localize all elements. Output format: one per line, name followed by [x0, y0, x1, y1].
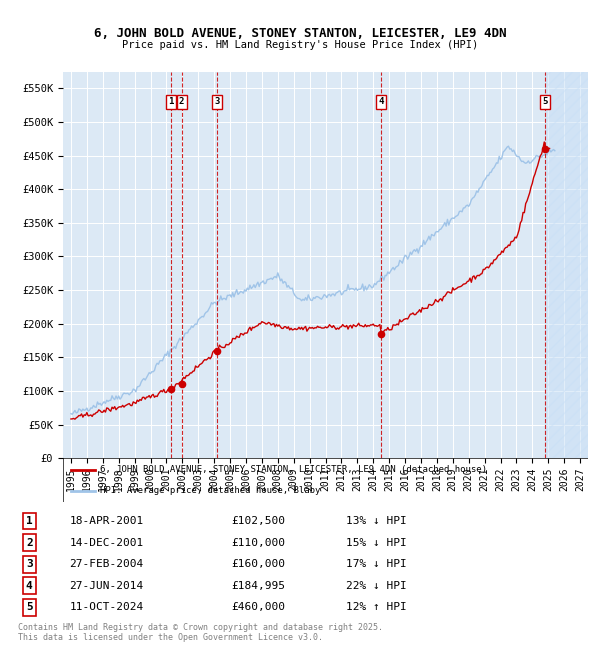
Text: 1: 1 — [26, 516, 32, 526]
Text: £184,995: £184,995 — [231, 581, 285, 591]
Text: 2: 2 — [179, 98, 184, 106]
Text: 5: 5 — [542, 98, 548, 106]
Text: 17% ↓ HPI: 17% ↓ HPI — [346, 559, 407, 569]
Text: HPI: Average price, detached house, Blaby: HPI: Average price, detached house, Blab… — [100, 486, 320, 495]
Text: 11-OCT-2024: 11-OCT-2024 — [70, 603, 144, 612]
Text: £102,500: £102,500 — [231, 516, 285, 526]
Text: 6, JOHN BOLD AVENUE, STONEY STANTON, LEICESTER, LE9 4DN (detached house): 6, JOHN BOLD AVENUE, STONEY STANTON, LEI… — [100, 465, 487, 474]
Text: 15% ↓ HPI: 15% ↓ HPI — [346, 538, 407, 547]
Text: £110,000: £110,000 — [231, 538, 285, 547]
Text: 1: 1 — [169, 98, 174, 106]
Text: Contains HM Land Registry data © Crown copyright and database right 2025.
This d: Contains HM Land Registry data © Crown c… — [18, 623, 383, 642]
Text: 3: 3 — [214, 98, 220, 106]
Bar — [545, 72, 588, 458]
Text: 4: 4 — [379, 98, 384, 106]
Text: 12% ↑ HPI: 12% ↑ HPI — [346, 603, 407, 612]
Text: 27-JUN-2014: 27-JUN-2014 — [70, 581, 144, 591]
Text: Price paid vs. HM Land Registry's House Price Index (HPI): Price paid vs. HM Land Registry's House … — [122, 40, 478, 50]
Text: 13% ↓ HPI: 13% ↓ HPI — [346, 516, 407, 526]
Text: 4: 4 — [26, 581, 32, 591]
Text: 22% ↓ HPI: 22% ↓ HPI — [346, 581, 407, 591]
Text: 3: 3 — [26, 559, 32, 569]
Text: 2: 2 — [26, 538, 32, 547]
Text: £160,000: £160,000 — [231, 559, 285, 569]
Text: 14-DEC-2001: 14-DEC-2001 — [70, 538, 144, 547]
Text: 27-FEB-2004: 27-FEB-2004 — [70, 559, 144, 569]
Text: 5: 5 — [26, 603, 32, 612]
Text: 6, JOHN BOLD AVENUE, STONEY STANTON, LEICESTER, LE9 4DN: 6, JOHN BOLD AVENUE, STONEY STANTON, LEI… — [94, 27, 506, 40]
Text: £460,000: £460,000 — [231, 603, 285, 612]
Text: 18-APR-2001: 18-APR-2001 — [70, 516, 144, 526]
